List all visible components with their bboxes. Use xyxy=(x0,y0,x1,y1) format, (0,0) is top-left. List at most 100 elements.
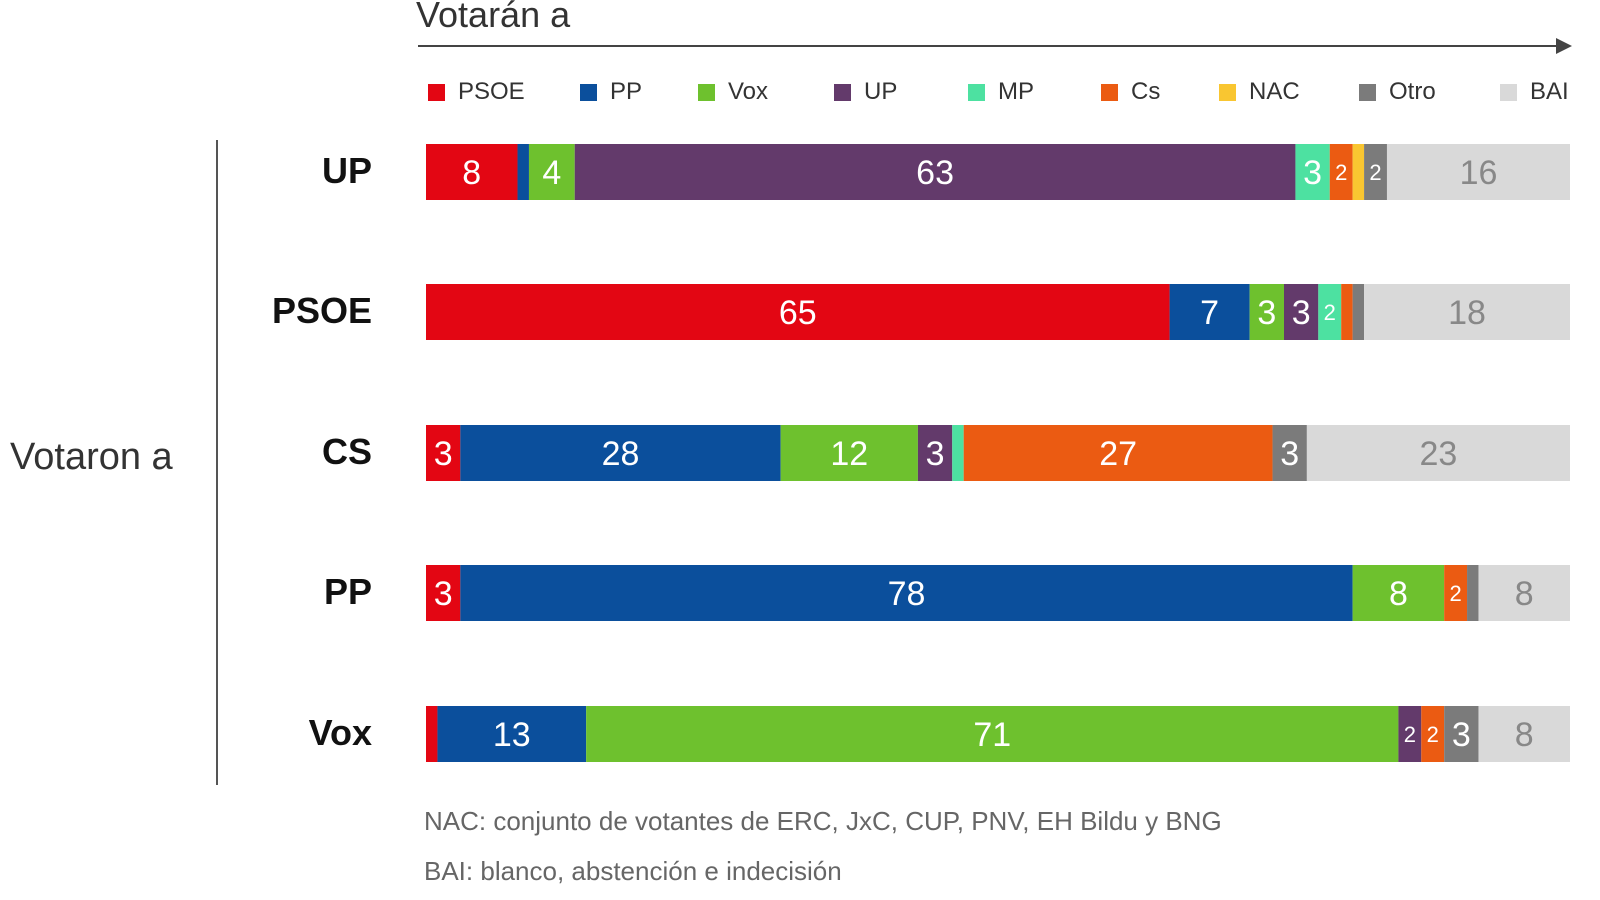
legend-swatch xyxy=(1359,83,1376,101)
legend-label: MP xyxy=(998,78,1034,105)
legend-item-bai: BAI xyxy=(1500,78,1569,106)
bar-segment-pp-psoe xyxy=(426,565,461,621)
bar-segment-cs-psoe xyxy=(426,425,461,481)
data-label-cs-pp: 28 xyxy=(602,435,640,473)
bar-segment-up-pp xyxy=(517,144,529,200)
data-label-up-vox: 4 xyxy=(542,154,561,192)
data-label-vox-up: 2 xyxy=(1404,722,1416,747)
data-label-cs-bai: 23 xyxy=(1420,435,1458,473)
data-label-vox-otro: 3 xyxy=(1452,716,1471,754)
bar-segment-cs-otro xyxy=(1272,425,1307,481)
bar-segment-cs-up xyxy=(917,425,953,481)
legend-swatch xyxy=(1101,83,1118,101)
data-label-up-mp: 3 xyxy=(1303,154,1322,192)
legend-label: Vox xyxy=(728,78,769,105)
bar-segment-vox-otro xyxy=(1444,706,1479,762)
bar-segment-psoe-bai xyxy=(1364,284,1570,340)
data-label-cs-up: 3 xyxy=(926,435,945,473)
bar-segment-up-bai xyxy=(1386,144,1570,200)
legend-label: Otro xyxy=(1389,78,1436,105)
legend-label: Cs xyxy=(1131,78,1161,105)
data-label-psoe-mp: 2 xyxy=(1324,300,1336,325)
legend-item-pp: PP xyxy=(580,78,642,106)
bar-segment-cs-bai xyxy=(1306,425,1570,481)
row-label-psoe: PSOE xyxy=(271,290,372,331)
data-label-vox-bai: 8 xyxy=(1515,716,1534,754)
bar-segment-vox-up xyxy=(1398,706,1422,762)
data-label-psoe-pp: 7 xyxy=(1200,294,1219,332)
bar-segment-pp-otro xyxy=(1467,565,1479,621)
legend-label: PP xyxy=(610,78,643,105)
bar-segment-up-nac xyxy=(1352,144,1365,200)
data-label-up-otro: 2 xyxy=(1369,160,1381,185)
bar-segment-vox-vox xyxy=(586,706,1399,762)
data-label-vox-vox: 71 xyxy=(973,716,1011,754)
legend-swatch xyxy=(1500,83,1517,101)
legend-label: NAC xyxy=(1249,78,1300,105)
bar-segment-up-mp xyxy=(1295,144,1330,200)
bar-segment-psoe-cs xyxy=(1341,284,1353,340)
row-label-pp: PP xyxy=(323,571,372,612)
legend-label: BAI xyxy=(1530,78,1569,105)
legend-item-cs: Cs xyxy=(1101,78,1160,106)
legend-item-otro: Otro xyxy=(1359,78,1436,106)
data-label-psoe-vox: 3 xyxy=(1257,294,1276,332)
legend-item-up: UP xyxy=(834,78,897,106)
bar-segment-vox-cs xyxy=(1421,706,1445,762)
legend-item-vox: Vox xyxy=(698,78,768,106)
legend-swatch xyxy=(968,83,985,101)
note-bai: BAI: blanco, abstención e indecisión xyxy=(424,856,842,886)
legend-label: UP xyxy=(864,78,898,105)
data-label-psoe-bai: 18 xyxy=(1448,294,1486,332)
bar-segment-up-up xyxy=(574,144,1296,200)
bar-segment-psoe-up xyxy=(1284,284,1319,340)
data-label-cs-vox: 12 xyxy=(830,435,868,473)
legend-swatch xyxy=(428,83,445,101)
legend-swatch xyxy=(580,83,597,101)
row-label-vox: Vox xyxy=(308,712,372,753)
bar-segment-cs-cs xyxy=(963,425,1273,481)
bar-segment-pp-vox xyxy=(1352,565,1445,621)
data-label-psoe-up: 3 xyxy=(1292,294,1311,332)
y-axis-title: Votaron a xyxy=(10,436,173,478)
bar-segment-psoe-otro xyxy=(1352,284,1365,340)
bar-segment-psoe-vox xyxy=(1249,284,1284,340)
data-label-pp-cs: 2 xyxy=(1449,581,1461,606)
data-label-pp-vox: 8 xyxy=(1389,575,1408,613)
data-label-cs-otro: 3 xyxy=(1280,435,1299,473)
legend-label: PSOE xyxy=(458,78,525,105)
bar-segment-up-cs xyxy=(1329,144,1353,200)
row-label-up: UP xyxy=(321,150,372,191)
bar-segment-cs-mp xyxy=(952,425,964,481)
x-axis-title: Votarán a xyxy=(416,0,571,35)
bar-segment-psoe-psoe xyxy=(426,284,1170,340)
legend-swatch xyxy=(1219,83,1236,101)
bar-segment-cs-pp xyxy=(460,425,781,481)
legend-swatch xyxy=(698,83,715,101)
data-label-pp-bai: 8 xyxy=(1515,575,1534,613)
data-label-up-bai: 16 xyxy=(1460,154,1498,192)
bar-segment-psoe-pp xyxy=(1169,284,1250,340)
row-label-cs: CS xyxy=(321,431,372,472)
data-label-up-psoe: 8 xyxy=(462,154,481,192)
data-label-vox-pp: 13 xyxy=(493,716,531,754)
data-label-psoe-psoe: 65 xyxy=(779,294,817,332)
bar-segment-up-psoe xyxy=(426,144,518,200)
bar-segment-up-vox xyxy=(528,144,575,200)
legend-swatch xyxy=(834,83,851,101)
bar-segment-vox-psoe xyxy=(426,706,438,762)
bar-segment-pp-bai xyxy=(1478,565,1570,621)
bar-segment-up-otro xyxy=(1364,144,1387,200)
data-label-pp-pp: 78 xyxy=(888,575,926,613)
data-label-pp-psoe: 3 xyxy=(434,575,453,613)
bar-segment-pp-cs xyxy=(1444,565,1468,621)
data-label-up-up: 63 xyxy=(916,154,954,192)
legend-item-nac: NAC xyxy=(1219,78,1300,106)
data-label-vox-cs: 2 xyxy=(1427,722,1439,747)
x-axis-arrow-head xyxy=(1556,38,1572,54)
legend-item-psoe: PSOE xyxy=(428,78,525,106)
data-label-up-cs: 2 xyxy=(1335,160,1347,185)
data-label-cs-psoe: 3 xyxy=(434,435,453,473)
